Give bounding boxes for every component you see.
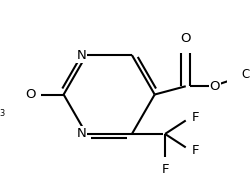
Text: O: O: [210, 80, 220, 93]
Text: N: N: [77, 49, 86, 62]
Text: F: F: [161, 163, 169, 176]
Text: F: F: [192, 144, 200, 157]
Text: N: N: [77, 127, 86, 140]
Text: O: O: [180, 32, 191, 45]
Text: F: F: [192, 111, 200, 124]
Text: O: O: [25, 88, 36, 101]
Text: CH$_3$: CH$_3$: [0, 104, 6, 119]
Text: CH$_3$: CH$_3$: [240, 68, 250, 83]
